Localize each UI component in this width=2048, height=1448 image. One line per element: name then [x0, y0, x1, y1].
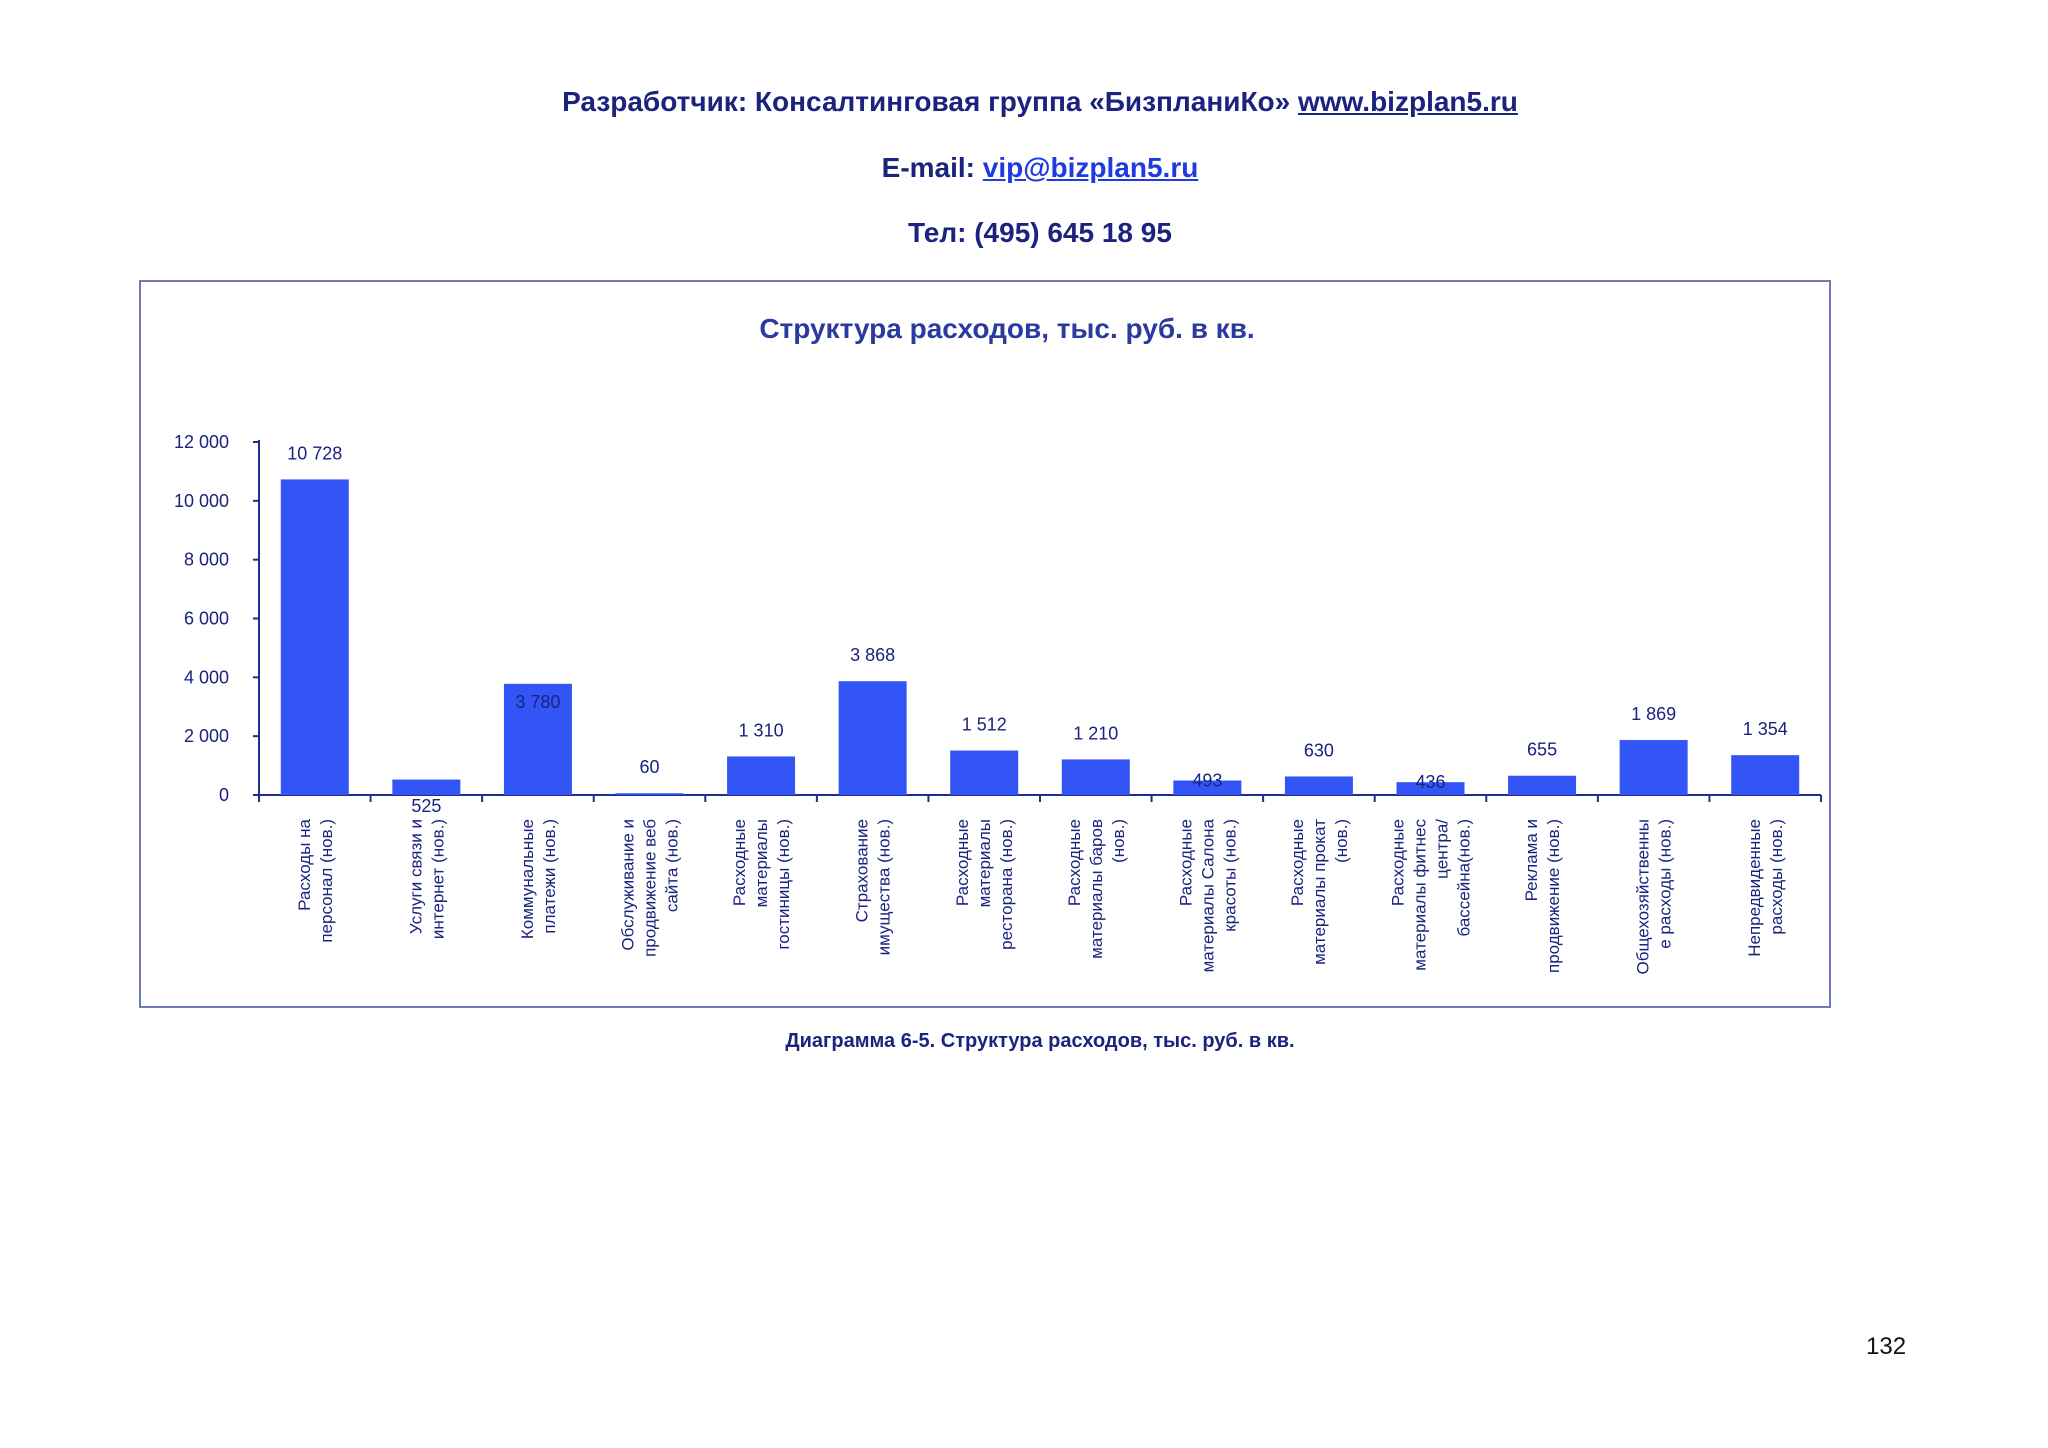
- bar: [1061, 759, 1130, 795]
- data-label: 1 512: [962, 715, 1007, 735]
- category-label-line: ресторана (нов.): [997, 819, 1016, 950]
- category-label-line: материалы: [975, 819, 994, 907]
- data-label: 3 780: [515, 692, 560, 712]
- category-label: Общехозяйственны е расходы (нов.): [1634, 819, 1675, 974]
- y-tick-label: 8 000: [184, 550, 229, 570]
- bar: [392, 779, 461, 795]
- y-tick-label: 4 000: [184, 667, 229, 687]
- site-link[interactable]: www.bizplan5.ru: [1298, 86, 1518, 117]
- data-label: 10 728: [287, 443, 342, 463]
- bar: [1396, 782, 1465, 795]
- y-tick-label: 2 000: [184, 726, 229, 746]
- data-label: 436: [1415, 772, 1445, 792]
- bar: [727, 756, 796, 795]
- data-label: 1 310: [739, 720, 784, 740]
- category-label-line: (нов.): [1332, 819, 1351, 863]
- data-label: 525: [411, 796, 441, 816]
- category-label-line: продвижение веб: [641, 819, 660, 957]
- bar: [615, 793, 684, 795]
- category-label: Расходные материалы прокат (нов.): [1288, 819, 1351, 965]
- category-label: Услуги связи и интернет (нов.): [406, 819, 447, 939]
- category-label-line: красоты (нов.): [1220, 819, 1239, 932]
- category-label: Расходы на персонал (нов.): [295, 818, 336, 942]
- y-tick-label: 10 000: [174, 491, 229, 511]
- y-tick-label: 6 000: [184, 609, 229, 629]
- category-label: Расходные материалы баров (нов.): [1065, 819, 1128, 959]
- bar: [1173, 780, 1242, 795]
- category-label: Страхование имущества (нов.): [853, 819, 894, 955]
- category-label-line: Расходные: [1389, 819, 1408, 906]
- bar: [280, 479, 349, 795]
- y-tick-label: 0: [219, 785, 229, 805]
- category-label-line: сайта (нов.): [663, 819, 682, 912]
- data-label: 1 210: [1073, 723, 1118, 743]
- category-label: Расходные материалы гостиницы (нов.): [730, 819, 793, 950]
- category-label-line: продвижение (нов.): [1544, 819, 1563, 973]
- bar: [1508, 775, 1577, 795]
- data-label: 655: [1527, 740, 1557, 760]
- email-link[interactable]: vip@bizplan5.ru: [982, 152, 1199, 183]
- category-label-line: (нов.): [1109, 819, 1128, 863]
- category-label-line: Коммунальные: [518, 819, 537, 939]
- figure-caption: Диаграмма 6-5. Структура расходов, тыс. …: [785, 1030, 1295, 1052]
- category-label-line: Расходные: [1288, 819, 1307, 906]
- category-label-line: Услуги связи и: [406, 819, 425, 934]
- developer-label: Разработчик: Консалтинговая группа «Бизп…: [562, 86, 1291, 117]
- category-label-line: материалы Салона: [1198, 818, 1217, 972]
- category-label: Обслуживание и продвижение веб сайта (нов.…: [619, 819, 682, 957]
- category-label: Непредвиденные расходы (нов.): [1745, 819, 1786, 957]
- category-label-line: материалы фитнес: [1411, 819, 1430, 971]
- category-label-line: расходы (нов.): [1767, 819, 1786, 935]
- data-label: 1 354: [1743, 719, 1788, 739]
- bar: [503, 683, 572, 795]
- data-label: 60: [639, 757, 659, 777]
- category-label-line: платежи (нов.): [540, 819, 559, 934]
- category-label: Реклама и продвижение (нов.): [1522, 819, 1563, 973]
- category-label-line: Общехозяйственны: [1634, 819, 1653, 974]
- bar: [1619, 740, 1688, 795]
- data-label: 493: [1192, 770, 1222, 790]
- category-label-line: Расходы на: [295, 818, 314, 910]
- category-label-line: Расходные: [1176, 819, 1195, 906]
- category-label: Расходные материалы ресторана (нов.): [953, 819, 1016, 950]
- category-label-line: Реклама и: [1522, 819, 1541, 901]
- bar: [1284, 776, 1353, 795]
- category-label-line: Расходные: [953, 819, 972, 906]
- category-label: Расходные материалы фитнес центра/бассейна…: [1389, 819, 1474, 971]
- category-label-line: Расходные: [1065, 819, 1084, 906]
- category-label: Коммунальные платежи (нов.): [518, 819, 559, 939]
- category-label-line: материалы прокат: [1310, 819, 1329, 965]
- developer-line: Разработчик: Консалтинговая группа «Бизп…: [0, 86, 2048, 118]
- page-number: 132: [1866, 1333, 1907, 1360]
- email-line: E-mail: vip@bizplan5.ru: [0, 152, 2048, 184]
- bar: [838, 681, 907, 795]
- category-label-line: материалы: [752, 819, 771, 907]
- data-label: 1 869: [1631, 704, 1676, 724]
- bar: [950, 750, 1019, 795]
- category-label-line: имущества (нов.): [875, 819, 894, 955]
- category-label-line: Непредвиденные: [1745, 819, 1764, 957]
- category-label-line: центра/: [1433, 819, 1452, 879]
- bar: [1731, 755, 1800, 795]
- category-label-line: материалы баров: [1087, 819, 1106, 959]
- phone-line: Тел: (495) 645 18 95: [908, 217, 1172, 248]
- category-label-line: Страхование: [853, 819, 872, 922]
- data-label: 3 868: [850, 645, 895, 665]
- email-label: E-mail:: [881, 152, 975, 183]
- y-tick-label: 12 000: [174, 432, 229, 452]
- expense-structure-chart: Структура расходов, тыс. руб. в кв. 0 2 00…: [174, 313, 1822, 974]
- chart-title: Структура расходов, тыс. руб. в кв.: [759, 313, 1254, 344]
- category-label-line: интернет (нов.): [428, 819, 447, 939]
- data-label: 630: [1304, 740, 1334, 760]
- category-label-line: бассейна(нов.): [1455, 819, 1474, 937]
- category-label-line: Обслуживание и: [619, 819, 638, 951]
- chart-frame: Структура расходов, тыс. руб. в кв. 0 2 00…: [139, 280, 1831, 1008]
- category-label-line: е расходы (нов.): [1656, 819, 1675, 949]
- category-label: Расходные материалы Салона красоты (нов.): [1176, 818, 1239, 972]
- category-label-line: гостиницы (нов.): [774, 819, 793, 950]
- category-label-line: Расходные: [730, 819, 749, 906]
- category-label-line: персонал (нов.): [317, 819, 336, 943]
